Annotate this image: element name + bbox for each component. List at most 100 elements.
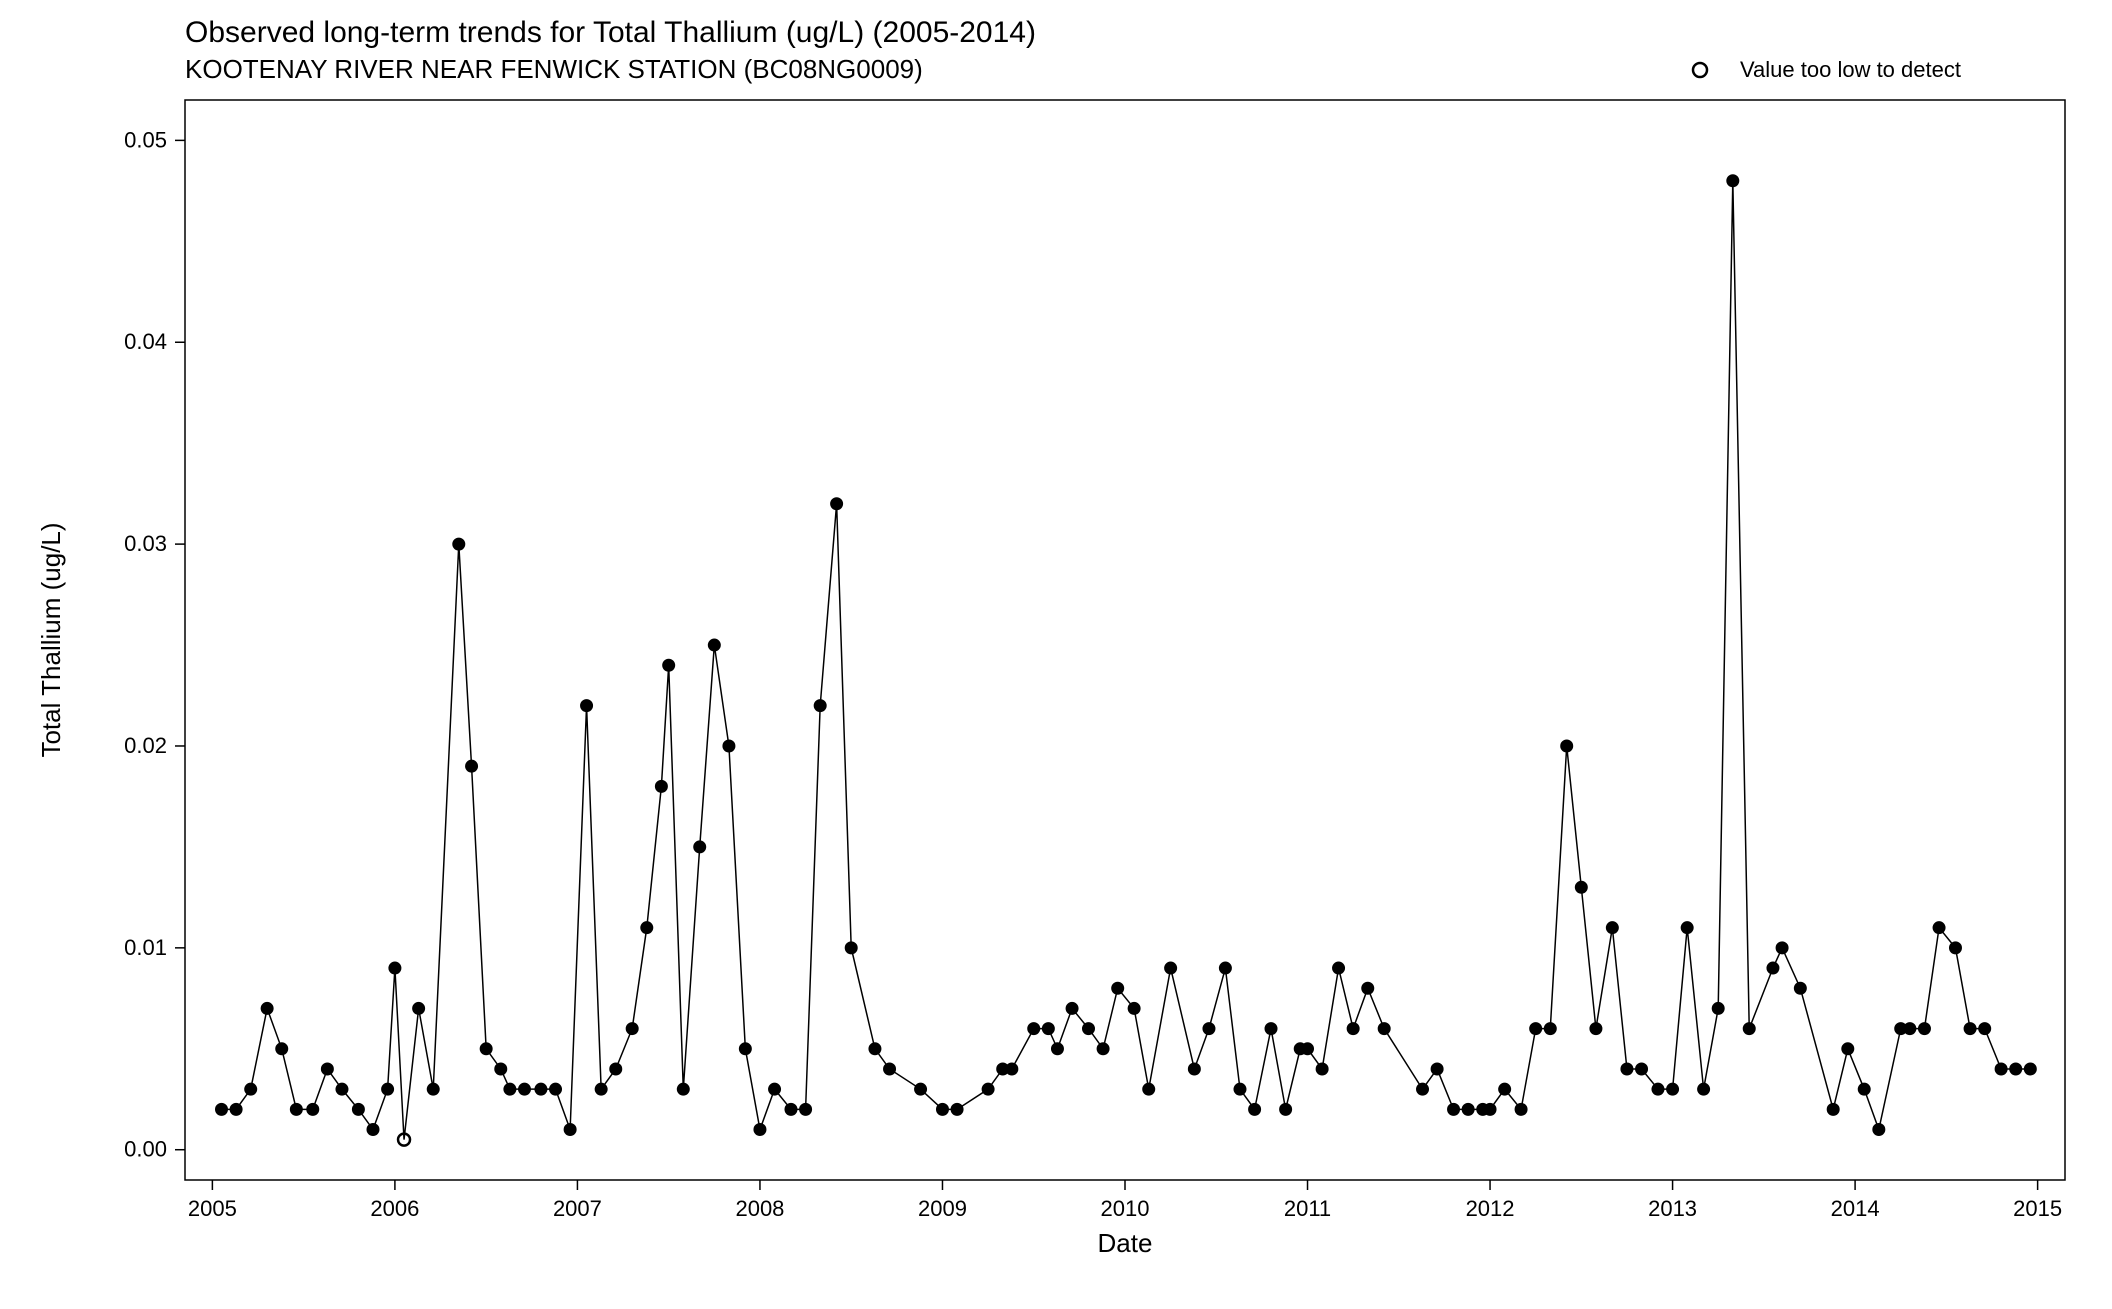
data-point (1575, 881, 1587, 893)
data-point (915, 1083, 927, 1095)
y-tick-label: 0.01 (124, 935, 167, 960)
data-point (453, 538, 465, 550)
x-tick-label: 2005 (188, 1196, 237, 1221)
data-point (739, 1043, 751, 1055)
data-point (504, 1083, 516, 1095)
y-tick-label: 0.05 (124, 127, 167, 152)
x-tick-label: 2010 (1101, 1196, 1150, 1221)
data-point (831, 498, 843, 510)
data-point (1842, 1043, 1854, 1055)
data-point (1681, 922, 1693, 934)
data-point (677, 1083, 689, 1095)
x-tick-label: 2013 (1648, 1196, 1697, 1221)
data-point (1743, 1023, 1755, 1035)
data-point (1362, 982, 1374, 994)
legend-label: Value too low to detect (1740, 57, 1961, 82)
data-point (466, 760, 478, 772)
chart-container: Observed long-term trends for Total Thal… (0, 0, 2112, 1309)
data-point (1417, 1083, 1429, 1095)
data-point (1979, 1023, 1991, 1035)
data-point (869, 1043, 881, 1055)
data-point (1097, 1043, 1109, 1055)
data-point (2024, 1063, 2036, 1075)
data-point (814, 700, 826, 712)
data-point (1333, 962, 1345, 974)
data-point (1727, 175, 1739, 187)
data-point (581, 700, 593, 712)
data-point (1112, 982, 1124, 994)
series-line (222, 181, 2031, 1140)
data-point (216, 1103, 228, 1115)
data-point (1234, 1083, 1246, 1095)
data-point (1028, 1023, 1040, 1035)
data-point (1128, 1002, 1140, 1014)
data-point (2010, 1063, 2022, 1075)
x-tick-label: 2011 (1284, 1196, 1331, 1221)
data-point (1143, 1083, 1155, 1095)
data-point (1051, 1043, 1063, 1055)
x-tick-label: 2008 (735, 1196, 784, 1221)
data-point (1347, 1023, 1359, 1035)
data-point (307, 1103, 319, 1115)
data-point (1606, 922, 1618, 934)
data-point (1249, 1103, 1261, 1115)
data-point (321, 1063, 333, 1075)
data-point (723, 740, 735, 752)
data-point (1667, 1083, 1679, 1095)
data-point (754, 1124, 766, 1136)
x-tick-label: 2012 (1466, 1196, 1515, 1221)
data-point (845, 942, 857, 954)
x-tick-label: 2015 (2013, 1196, 2062, 1221)
data-point (245, 1083, 257, 1095)
data-point (290, 1103, 302, 1115)
data-point (1431, 1063, 1443, 1075)
data-point (367, 1124, 379, 1136)
data-point (1082, 1023, 1094, 1035)
data-point (610, 1063, 622, 1075)
data-point (951, 1103, 963, 1115)
data-point (352, 1103, 364, 1115)
data-point (1280, 1103, 1292, 1115)
data-point (1904, 1023, 1916, 1035)
data-point (800, 1103, 812, 1115)
y-axis-label: Total Thallium (ug/L) (36, 522, 66, 757)
data-point (1530, 1023, 1542, 1035)
data-point (1378, 1023, 1390, 1035)
data-point (1933, 922, 1945, 934)
data-point (1188, 1063, 1200, 1075)
x-tick-label: 2014 (1831, 1196, 1880, 1221)
data-point (663, 659, 675, 671)
data-point (1918, 1023, 1930, 1035)
data-point (1873, 1124, 1885, 1136)
data-point (1265, 1023, 1277, 1035)
data-point (1621, 1063, 1633, 1075)
data-point (1794, 982, 1806, 994)
chart-subtitle: KOOTENAY RIVER NEAR FENWICK STATION (BC0… (185, 54, 923, 84)
data-point (1006, 1063, 1018, 1075)
data-point (1042, 1023, 1054, 1035)
data-point (427, 1083, 439, 1095)
data-point (1590, 1023, 1602, 1035)
data-point (769, 1083, 781, 1095)
data-point (518, 1083, 530, 1095)
data-point (595, 1083, 607, 1095)
data-point (708, 639, 720, 651)
data-point (1712, 1002, 1724, 1014)
data-point (336, 1083, 348, 1095)
y-tick-label: 0.00 (124, 1137, 167, 1162)
data-point (413, 1002, 425, 1014)
data-point (936, 1103, 948, 1115)
data-point (1561, 740, 1573, 752)
data-point (655, 780, 667, 792)
data-point (1995, 1063, 2007, 1075)
data-point (641, 922, 653, 934)
y-tick-label: 0.03 (124, 531, 167, 556)
data-point (1964, 1023, 1976, 1035)
data-point (535, 1083, 547, 1095)
data-point (1302, 1043, 1314, 1055)
data-point (1544, 1023, 1556, 1035)
data-point (480, 1043, 492, 1055)
data-point (495, 1063, 507, 1075)
data-point (1203, 1023, 1215, 1035)
y-tick-label: 0.02 (124, 733, 167, 758)
